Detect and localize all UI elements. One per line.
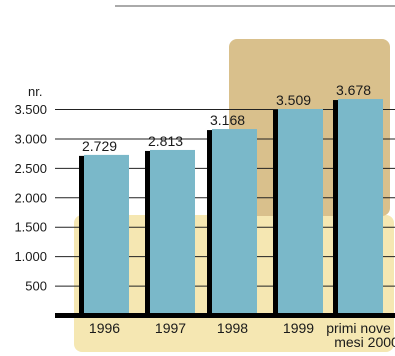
data-label: 3.509 — [276, 92, 311, 108]
data-label: 2.813 — [148, 133, 183, 149]
bar-shadow — [79, 155, 84, 316]
data-label: 3.678 — [336, 82, 371, 98]
data-label: 2.729 — [82, 138, 117, 154]
bar-shadow — [333, 100, 338, 316]
y-axis-labels: nr. 500 1.000 1.500 2.000 2.500 3.000 3.500 — [14, 84, 47, 294]
x-tick-label: 1996 — [89, 320, 120, 336]
y-tick-label: 3.000 — [14, 131, 47, 146]
bars: 2.729 2.813 3.168 3.509 3.678 — [79, 82, 383, 316]
bar — [150, 149, 195, 316]
y-unit-label: nr. — [28, 84, 42, 99]
x-tick-label: 1999 — [283, 320, 314, 336]
y-tick-label: 1.500 — [14, 220, 47, 235]
y-tick-label: 3.500 — [14, 102, 47, 117]
y-tick-label: 2.500 — [14, 161, 47, 176]
y-tick-label: 2.000 — [14, 190, 47, 205]
x-axis-labels: 1996 1997 1998 1999 primi nove mesi 2000 — [89, 320, 395, 350]
bar-shadow — [207, 130, 212, 316]
data-label: 3.168 — [210, 112, 245, 128]
bar — [278, 108, 323, 316]
y-tick-label: 1.000 — [14, 249, 47, 264]
x-tick-label: 1998 — [217, 320, 248, 336]
x-tick-label: primi nove mesi 2000 — [326, 320, 395, 350]
bar — [338, 99, 383, 316]
bar-shadow — [145, 150, 150, 316]
bar-shadow — [273, 109, 278, 316]
bar — [84, 154, 129, 316]
x-tick-label: 1997 — [155, 320, 186, 336]
y-tick-label: 500 — [25, 279, 47, 294]
bar — [212, 129, 257, 316]
